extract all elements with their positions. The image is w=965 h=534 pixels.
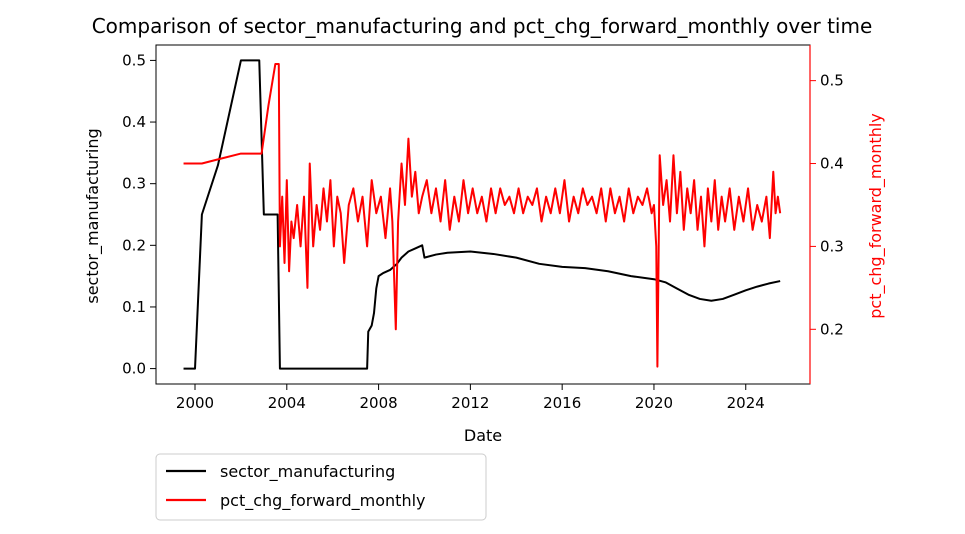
y-left-tick-label: 0.4 [122, 113, 146, 131]
series-line-sector-manufacturing [183, 59, 781, 370]
legend: sector_manufacturing pct_chg_forward_mon… [155, 453, 487, 521]
y-axis-right-label: pct_chg_forward_monthly [866, 113, 886, 319]
x-tick-label: 2008 [359, 394, 397, 412]
y-axis-left: 0.0 0.1 0.2 0.3 0.4 0.5 [122, 51, 156, 378]
y-left-tick-label: 0.3 [122, 175, 146, 193]
x-tick-label: 2012 [451, 394, 489, 412]
series-layer [183, 59, 782, 370]
y-left-tick-label: 0.1 [122, 298, 146, 316]
legend-label-sector-manufacturing: sector_manufacturing [220, 462, 395, 482]
series-line-pct-chg-forward-monthly [183, 63, 782, 368]
x-tick-label: 2004 [268, 394, 306, 412]
y-left-tick-label: 0.0 [122, 360, 146, 378]
legend-label-pct-chg-forward-monthly: pct_chg_forward_monthly [220, 491, 426, 511]
x-axis-label: Date [464, 426, 502, 445]
y-left-tick-label: 0.2 [122, 236, 146, 254]
y-axis-left-label: sector_manufacturing [83, 128, 103, 303]
y-right-tick-label: 0.2 [820, 320, 844, 338]
x-tick-label: 2016 [543, 394, 581, 412]
y-right-tick-label: 0.4 [820, 155, 844, 173]
legend-box [155, 453, 487, 521]
y-right-tick-label: 0.5 [820, 72, 844, 90]
x-tick-label: 2000 [176, 394, 214, 412]
chart-title: Comparison of sector_manufacturing and p… [92, 14, 873, 38]
y-axis-right: 0.2 0.3 0.4 0.5 [809, 45, 844, 384]
x-tick-label: 2024 [727, 394, 765, 412]
x-axis: 2000 2004 2008 2012 2016 2020 2024 [176, 384, 765, 412]
y-left-tick-label: 0.5 [122, 51, 146, 69]
x-tick-label: 2020 [635, 394, 673, 412]
y-right-tick-label: 0.3 [820, 237, 844, 255]
